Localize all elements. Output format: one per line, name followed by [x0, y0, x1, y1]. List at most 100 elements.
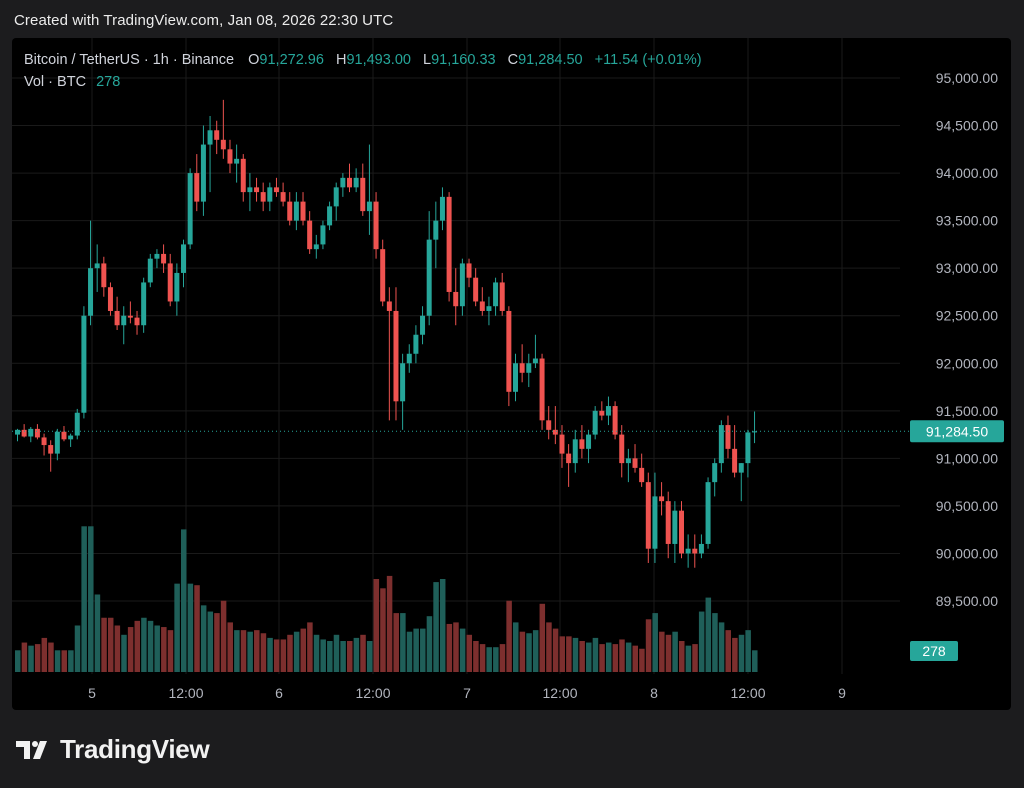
candle	[313, 234, 319, 259]
volume-tag-text: 278	[922, 643, 946, 659]
candle-body	[333, 187, 339, 207]
candle-body	[41, 437, 47, 446]
candle	[141, 277, 147, 333]
candle-body	[214, 130, 220, 140]
chart-panel[interactable]: 89,500.00 90,000.00 90,500.00 91,000.00 91,5…	[12, 38, 1011, 710]
volume-bars	[15, 526, 758, 672]
y-tick-label: 94,000.00	[936, 165, 998, 181]
volume-bar	[453, 622, 459, 672]
candle-body	[599, 410, 605, 416]
candle-body	[161, 253, 167, 264]
candle-body	[692, 548, 698, 554]
volume-bar	[74, 625, 81, 672]
volume-bar	[393, 613, 399, 672]
candle-body	[659, 496, 665, 502]
candle	[107, 282, 113, 316]
candle	[406, 344, 412, 373]
candle	[380, 239, 386, 307]
candle	[712, 458, 718, 497]
candle	[566, 444, 572, 487]
y-tick-label: 90,000.00	[936, 545, 998, 561]
candle-body	[15, 429, 20, 435]
candle	[738, 463, 744, 502]
volume-bar	[340, 641, 346, 672]
candle-body	[539, 358, 545, 421]
candle	[220, 99, 226, 159]
candle-body	[107, 287, 113, 311]
grid-lines	[12, 38, 900, 674]
y-tick-label: 91,500.00	[936, 403, 998, 419]
candle	[552, 406, 558, 445]
candle-body	[373, 201, 379, 250]
candle-body	[254, 187, 260, 193]
candle-body	[320, 225, 326, 245]
candle	[625, 448, 631, 483]
candle	[340, 173, 346, 197]
candle-body	[519, 363, 525, 373]
volume-bar	[41, 637, 48, 672]
candle	[15, 428, 20, 442]
candle	[88, 220, 94, 326]
candle-body	[745, 432, 751, 464]
candle-body	[347, 177, 352, 188]
candle-body	[685, 548, 691, 554]
candle-body	[652, 496, 658, 549]
candle	[592, 406, 598, 440]
candle-body	[48, 445, 54, 454]
candle	[121, 306, 127, 345]
candle-body	[181, 244, 186, 273]
candle	[320, 220, 326, 250]
volume-bar	[486, 647, 492, 672]
volume-bar	[380, 588, 386, 672]
volume-bar	[15, 650, 21, 672]
candle	[200, 125, 206, 216]
legend-low-value: 91,160.33	[431, 52, 496, 68]
volume-bar	[353, 637, 360, 672]
candle	[61, 426, 67, 442]
candle-body	[260, 192, 266, 202]
volume-bar	[473, 641, 479, 672]
candle-body	[273, 187, 279, 193]
candle-body	[28, 428, 34, 437]
volume-bar	[307, 622, 313, 672]
candle	[506, 306, 512, 407]
candle-body	[645, 482, 651, 549]
candle	[353, 168, 359, 193]
candle-body	[639, 467, 645, 483]
volume-bar	[127, 627, 134, 672]
x-tick-label: 7	[463, 685, 471, 701]
candle	[68, 433, 74, 447]
candle-body	[552, 429, 558, 435]
volume-bar	[619, 639, 625, 672]
candle-body	[141, 282, 147, 326]
volume-bar	[546, 622, 552, 672]
candle	[366, 144, 372, 235]
candle-body	[127, 315, 133, 318]
candle-body	[400, 363, 406, 402]
candle	[612, 401, 618, 440]
volume-bar	[705, 597, 712, 672]
candle	[254, 177, 260, 202]
last-price-tag-text: 91,284.50	[926, 423, 988, 439]
volume-bar	[373, 579, 380, 672]
volume-bar	[141, 617, 147, 672]
volume-bar	[725, 630, 731, 672]
candle-body	[187, 173, 193, 245]
candle	[74, 408, 80, 440]
volume-bar	[559, 636, 565, 672]
volume-bar	[94, 594, 101, 672]
candle	[532, 334, 538, 369]
candle	[645, 472, 651, 563]
candle	[486, 296, 492, 326]
candle-body	[752, 431, 758, 433]
candle-body	[705, 482, 711, 544]
volume-bar	[194, 585, 200, 672]
volume-bar	[632, 645, 639, 672]
legend-low-label: L	[423, 52, 431, 68]
volume-bar	[61, 650, 67, 672]
legend-open-value: 91,272.96	[259, 52, 324, 68]
x-tick-label: 12:00	[542, 685, 577, 701]
candlestick-chart[interactable]: 89,500.00 90,000.00 90,500.00 91,000.00 91,5…	[12, 38, 1011, 710]
candle	[718, 420, 724, 473]
volume-bar	[214, 613, 220, 672]
